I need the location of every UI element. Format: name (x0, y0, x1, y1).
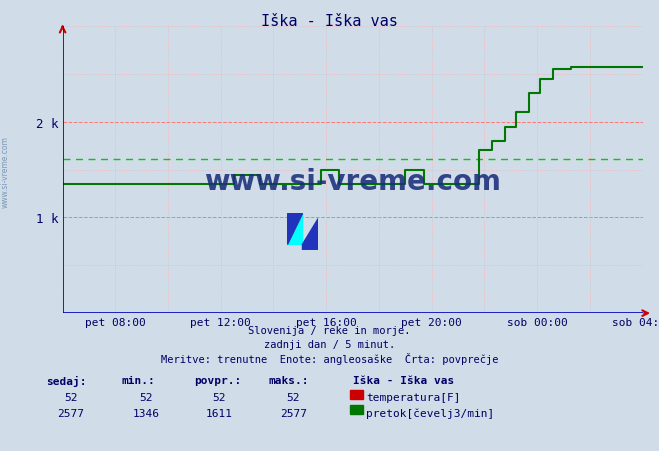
Text: 52: 52 (64, 392, 77, 402)
Text: Slovenija / reke in morje.: Slovenija / reke in morje. (248, 326, 411, 336)
Polygon shape (287, 213, 302, 245)
Text: 1346: 1346 (133, 408, 159, 418)
Text: pretok[čevelj3/min]: pretok[čevelj3/min] (366, 408, 495, 418)
Text: www.si-vreme.com: www.si-vreme.com (204, 168, 501, 196)
Text: www.si-vreme.com: www.si-vreme.com (1, 135, 10, 207)
Text: Meritve: trenutne  Enote: angleosaške  Črta: povprečje: Meritve: trenutne Enote: angleosaške Črt… (161, 353, 498, 365)
Text: 2577: 2577 (57, 408, 84, 418)
Polygon shape (302, 219, 318, 250)
Text: 52: 52 (212, 392, 225, 402)
Text: temperatura[F]: temperatura[F] (366, 392, 461, 402)
Text: Iška - Iška vas: Iška - Iška vas (353, 375, 454, 385)
Text: povpr.:: povpr.: (194, 375, 242, 385)
Text: 2577: 2577 (280, 408, 306, 418)
Text: zadnji dan / 5 minut.: zadnji dan / 5 minut. (264, 339, 395, 349)
Text: maks.:: maks.: (269, 375, 309, 385)
Text: min.:: min.: (122, 375, 156, 385)
Polygon shape (287, 213, 302, 245)
Bar (287, 213, 302, 245)
Text: sedaj:: sedaj: (46, 375, 86, 386)
Text: 52: 52 (140, 392, 153, 402)
Text: 52: 52 (287, 392, 300, 402)
Text: Iška - Iška vas: Iška - Iška vas (261, 14, 398, 29)
Text: 1611: 1611 (206, 408, 232, 418)
